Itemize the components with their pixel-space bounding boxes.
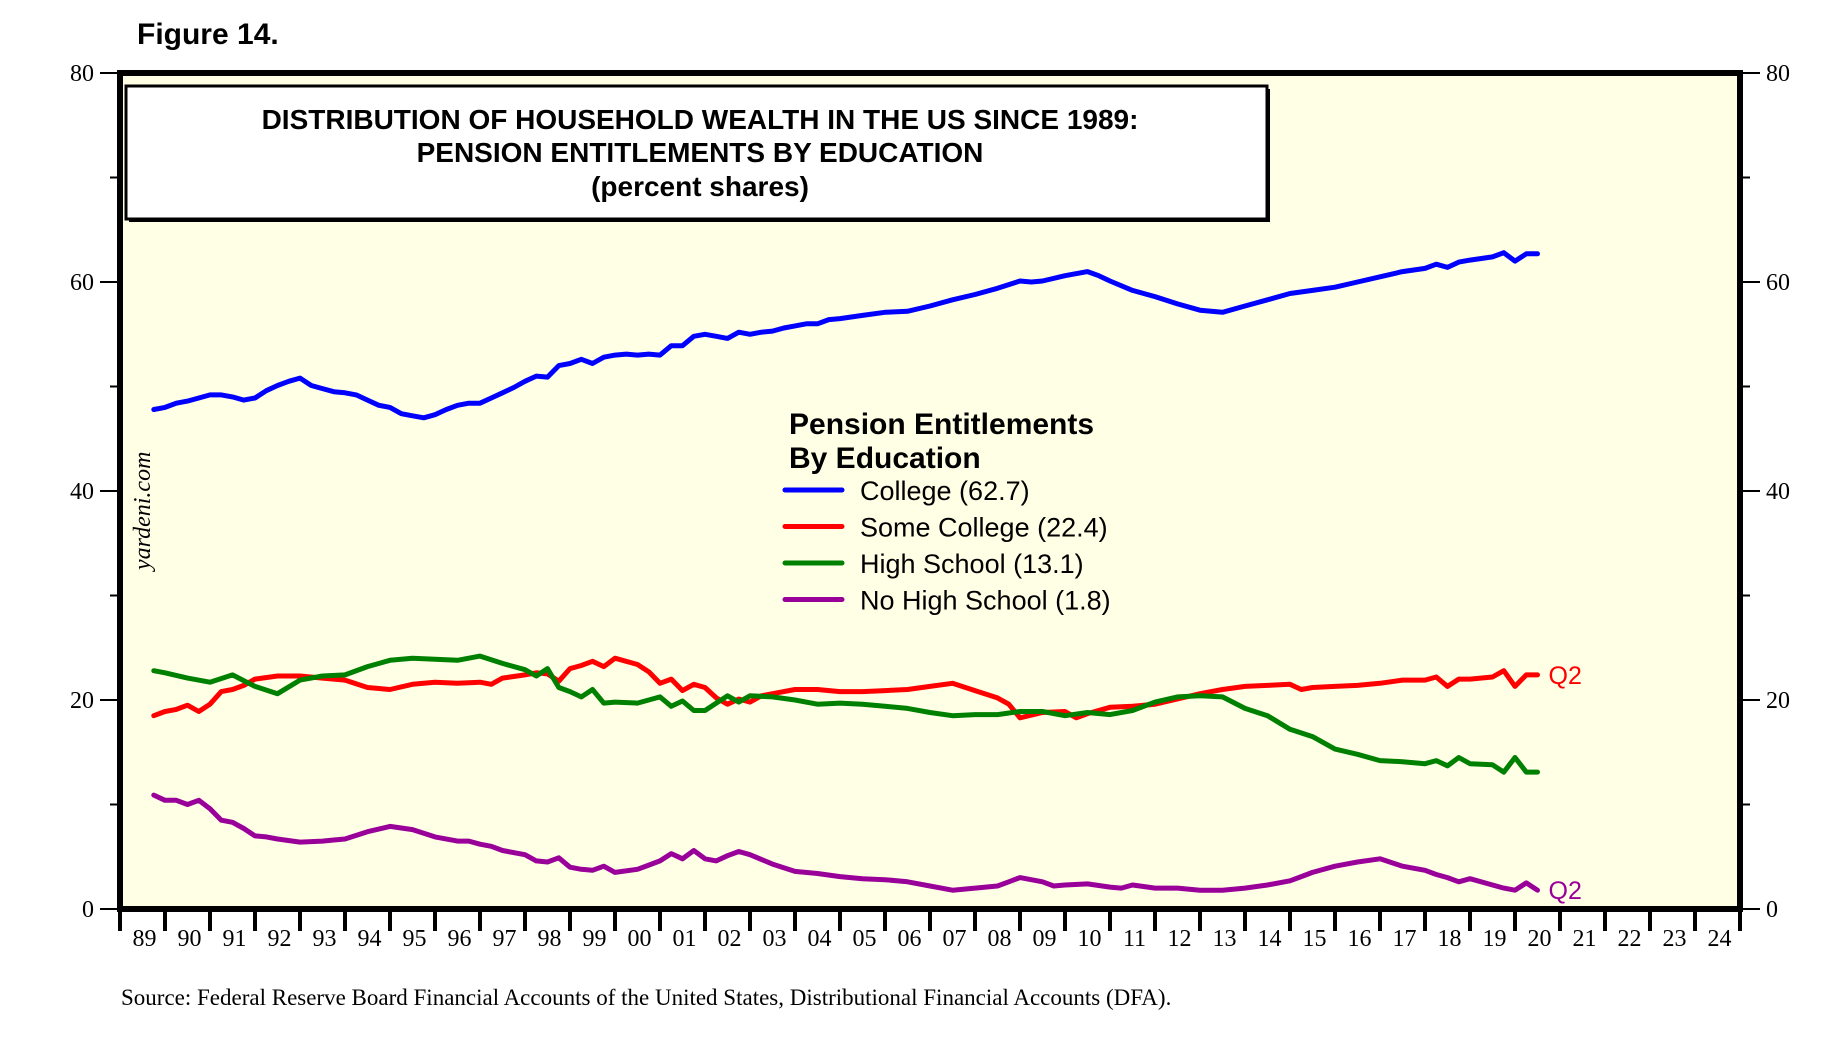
x-tick-label: 03: [763, 926, 787, 952]
x-tick-label: 01: [673, 926, 697, 952]
chart-title-line-2: PENSION ENTITLEMENTS BY EDUCATION: [417, 137, 984, 168]
end-label-q2: Q2: [1549, 662, 1582, 690]
x-tick-label: 89: [133, 926, 157, 952]
y-axis-right: 0 20 40 60 80: [1740, 61, 1790, 923]
x-tick-label: 14: [1258, 926, 1282, 952]
series-line-no-high-school: [151, 792, 1540, 893]
x-tick-label: 05: [853, 926, 877, 952]
y-tick-label-right: 60: [1766, 270, 1790, 296]
x-tick-label: 17: [1393, 926, 1417, 952]
x-tick-label: 94: [358, 926, 382, 952]
y-tick-label-right: 20: [1766, 688, 1790, 714]
x-tick-label: 97: [493, 926, 517, 952]
x-tick-label: 22: [1618, 926, 1642, 952]
legend-label: Some College (22.4): [860, 513, 1108, 543]
x-tick-label: 93: [313, 926, 337, 952]
x-tick-label: 90: [178, 926, 202, 952]
chart-title-line-1: DISTRIBUTION OF HOUSEHOLD WEALTH IN THE …: [262, 104, 1139, 135]
y-tick-label-left: 60: [70, 270, 94, 296]
end-label-q2: Q2: [1549, 877, 1582, 905]
legend-title-line-1: Pension Entitlements: [789, 408, 1094, 441]
x-tick-label: 19: [1483, 926, 1507, 952]
x-tick-label: 95: [403, 926, 427, 952]
x-tick-label: 07: [943, 926, 967, 952]
x-tick-label: 13: [1213, 926, 1237, 952]
figure-label: Figure 14.: [137, 18, 279, 51]
x-tick-label: 92: [268, 926, 292, 952]
x-tick-label: 15: [1303, 926, 1327, 952]
x-axis: 89 90 91 92 93 94 95 96 97 98 99 00 01 02 03 04 05 06 07 08…: [118, 909, 1742, 952]
x-tick-label: 91: [223, 926, 247, 952]
x-tick-label: 09: [1033, 926, 1057, 952]
x-tick-label: 96: [448, 926, 472, 952]
x-tick-label: 23: [1663, 926, 1687, 952]
x-tick-label: 24: [1708, 926, 1732, 952]
end-labels: Q2 Q2: [1549, 662, 1582, 905]
x-tick-label: 08: [988, 926, 1012, 952]
x-tick-label: 16: [1348, 926, 1372, 952]
x-tick-label: 02: [718, 926, 742, 952]
plot-frame: [117, 70, 1743, 912]
legend: Pension Entitlements By Education Colleg…: [782, 408, 1111, 616]
y-tick-label-left: 40: [70, 479, 94, 505]
x-tick-label: 10: [1078, 926, 1102, 952]
watermark: yardeni.com: [130, 452, 156, 572]
source-note: Source: Federal Reserve Board Financial …: [121, 985, 1171, 1010]
y-axis-left: 0 20 40 60 80: [70, 61, 120, 923]
series-line-college: [151, 250, 1540, 421]
x-tick-label: 00: [628, 926, 652, 952]
legend-title-line-2: By Education: [789, 442, 981, 475]
x-tick-label: 20: [1528, 926, 1552, 952]
x-tick-label: 18: [1438, 926, 1462, 952]
legend-label: No High School (1.8): [860, 586, 1111, 616]
x-tick-label: 12: [1168, 926, 1192, 952]
y-tick-label-left: 80: [70, 61, 94, 87]
y-tick-label-right: 80: [1766, 61, 1790, 87]
y-tick-label-right: 0: [1766, 897, 1778, 923]
legend-label: High School (13.1): [860, 549, 1084, 579]
legend-label: College (62.7): [860, 476, 1030, 506]
x-tick-label: 11: [1123, 926, 1146, 952]
y-tick-label-left: 20: [70, 688, 94, 714]
y-tick-label-left: 0: [82, 897, 94, 923]
x-tick-label: 99: [583, 926, 607, 952]
x-tick-label: 98: [538, 926, 562, 952]
series-line-high-school: [151, 653, 1540, 775]
x-tick-label: 21: [1573, 926, 1597, 952]
title-box: DISTRIBUTION OF HOUSEHOLD WEALTH IN THE …: [124, 84, 1270, 222]
y-tick-label-right: 40: [1766, 479, 1790, 505]
x-tick-label: 06: [898, 926, 922, 952]
series-lines: [151, 250, 1540, 893]
x-tick-label: 04: [808, 926, 832, 952]
chart-title-line-3: (percent shares): [591, 171, 809, 202]
